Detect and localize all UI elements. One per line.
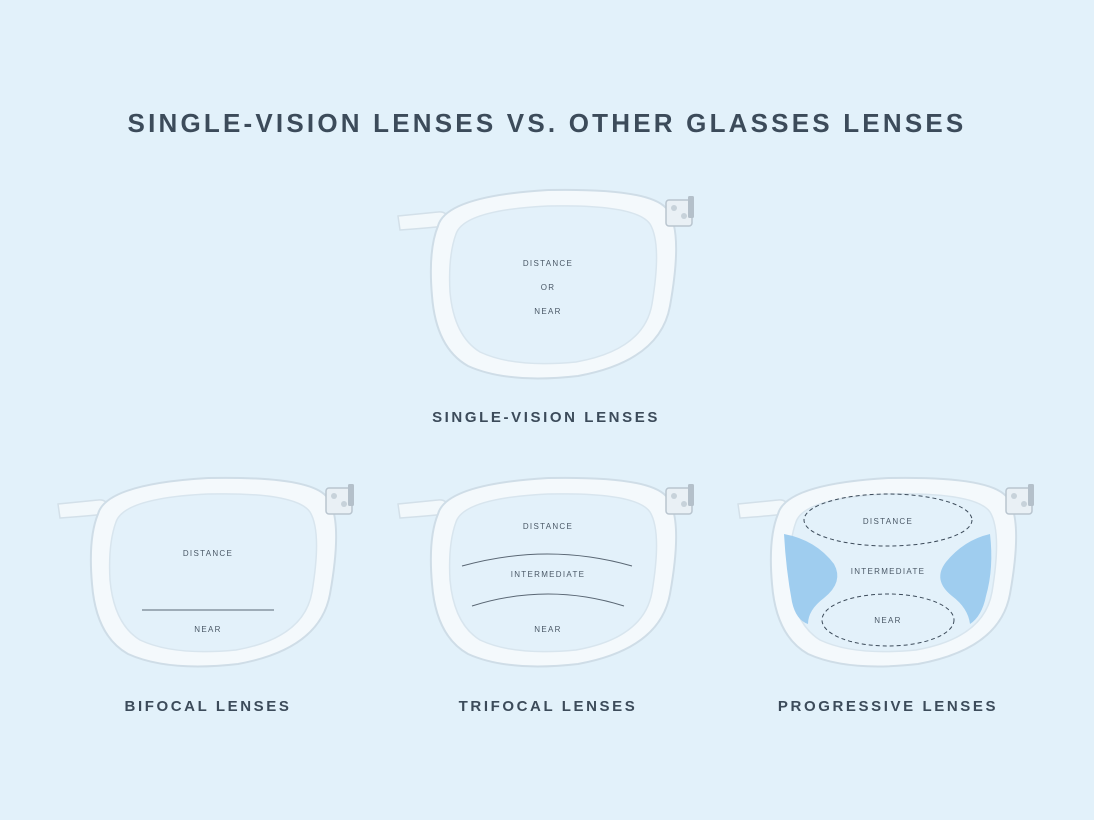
trifocal-upper-curve xyxy=(461,553,633,567)
bifocal-frame: DISTANCE NEAR xyxy=(57,476,355,668)
frame-outline xyxy=(57,476,355,668)
progressive-caption: PROGRESSIVE LENSES xyxy=(777,698,999,715)
single-distance-label: DISTANCE xyxy=(523,259,573,268)
bifocal-near-label: NEAR xyxy=(194,625,221,634)
trifocal-caption: TRIFOCAL LENSES xyxy=(458,698,638,715)
bifocal-distance-label: DISTANCE xyxy=(183,549,233,558)
single-or-label: OR xyxy=(541,283,556,292)
progressive-near-zone xyxy=(821,593,955,647)
progressive-distance-zone xyxy=(803,493,973,547)
single-vision-frame: DISTANCE OR NEAR xyxy=(397,188,695,380)
single-near-label: NEAR xyxy=(534,307,561,316)
diagram-title: SINGLE-VISION LENSES VS. OTHER GLASSES L… xyxy=(127,108,967,138)
progressive-distance-label: DISTANCE xyxy=(863,517,913,526)
trifocal-distance-label: DISTANCE xyxy=(523,522,573,531)
bifocal-caption: BIFOCAL LENSES xyxy=(124,698,292,715)
progressive-intermediate-label: INTERMEDIATE xyxy=(851,567,926,576)
trifocal-frame: DISTANCE INTERMEDIATE NEAR xyxy=(397,476,695,668)
progressive-frame: DISTANCE INTERMEDIATE NEAR xyxy=(737,476,1035,668)
trifocal-near-label: NEAR xyxy=(534,625,561,634)
progressive-left-blur-zone xyxy=(784,534,838,624)
trifocal-intermediate-label: INTERMEDIATE xyxy=(511,570,586,579)
single-vision-caption: SINGLE-VISION LENSES xyxy=(432,409,660,426)
progressive-near-label: NEAR xyxy=(874,616,901,625)
progressive-right-blur-zone xyxy=(940,534,992,624)
trifocal-lower-curve xyxy=(471,593,625,607)
